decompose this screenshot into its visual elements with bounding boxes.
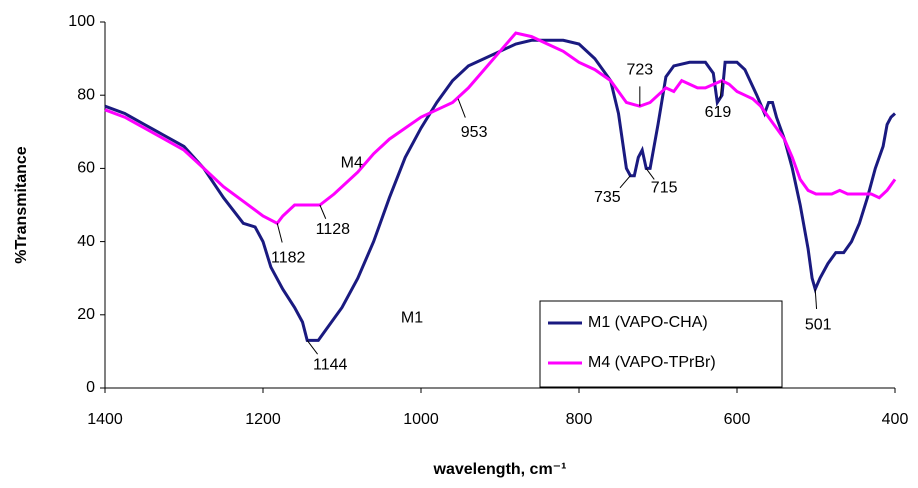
annotation-leader bbox=[645, 168, 655, 180]
annotation: 953 bbox=[461, 124, 488, 141]
annotation: M1 bbox=[401, 310, 423, 327]
y-tick-label: 20 bbox=[77, 306, 95, 323]
annotation: 1144 bbox=[313, 357, 348, 374]
y-tick-label: 40 bbox=[77, 233, 95, 250]
x-tick-label: 1200 bbox=[245, 411, 281, 428]
x-axis-label: wavelength, cm⁻¹ bbox=[433, 461, 567, 478]
annotation-leader bbox=[306, 340, 318, 355]
annotation: M4 bbox=[341, 154, 363, 171]
y-tick-label: 80 bbox=[77, 86, 95, 103]
x-tick-label: 400 bbox=[882, 411, 909, 428]
series-line bbox=[104, 38, 897, 342]
annotation: 1182 bbox=[271, 250, 306, 267]
annotation-leader bbox=[814, 289, 818, 310]
series-line bbox=[104, 31, 897, 226]
annotation: 735 bbox=[594, 189, 621, 206]
annotation: 1128 bbox=[316, 221, 351, 238]
y-axis-label: %Transmitance bbox=[13, 146, 30, 263]
y-tick-label: 0 bbox=[86, 379, 95, 396]
annotation-leader bbox=[719, 80, 723, 99]
annotation: 619 bbox=[705, 104, 732, 121]
annotation: 501 bbox=[805, 316, 832, 333]
annotation-leader bbox=[619, 175, 631, 189]
x-tick-label: 800 bbox=[566, 411, 593, 428]
x-tick-label: 600 bbox=[724, 411, 751, 428]
annotation-leader bbox=[457, 98, 466, 118]
legend-label: M1 (VAPO-CHA) bbox=[588, 314, 708, 331]
y-tick-label: 60 bbox=[77, 160, 95, 177]
x-tick-label: 1000 bbox=[403, 411, 439, 428]
annotation-leader bbox=[319, 204, 327, 219]
annotation: 715 bbox=[651, 180, 678, 197]
x-tick-label: 1400 bbox=[87, 411, 123, 428]
annotation-leader bbox=[276, 223, 283, 243]
annotation: 723 bbox=[626, 61, 653, 78]
y-tick-label: 100 bbox=[68, 13, 95, 30]
legend-label: M4 (VAPO-TPrBr) bbox=[588, 354, 716, 371]
legend-box bbox=[539, 300, 783, 388]
